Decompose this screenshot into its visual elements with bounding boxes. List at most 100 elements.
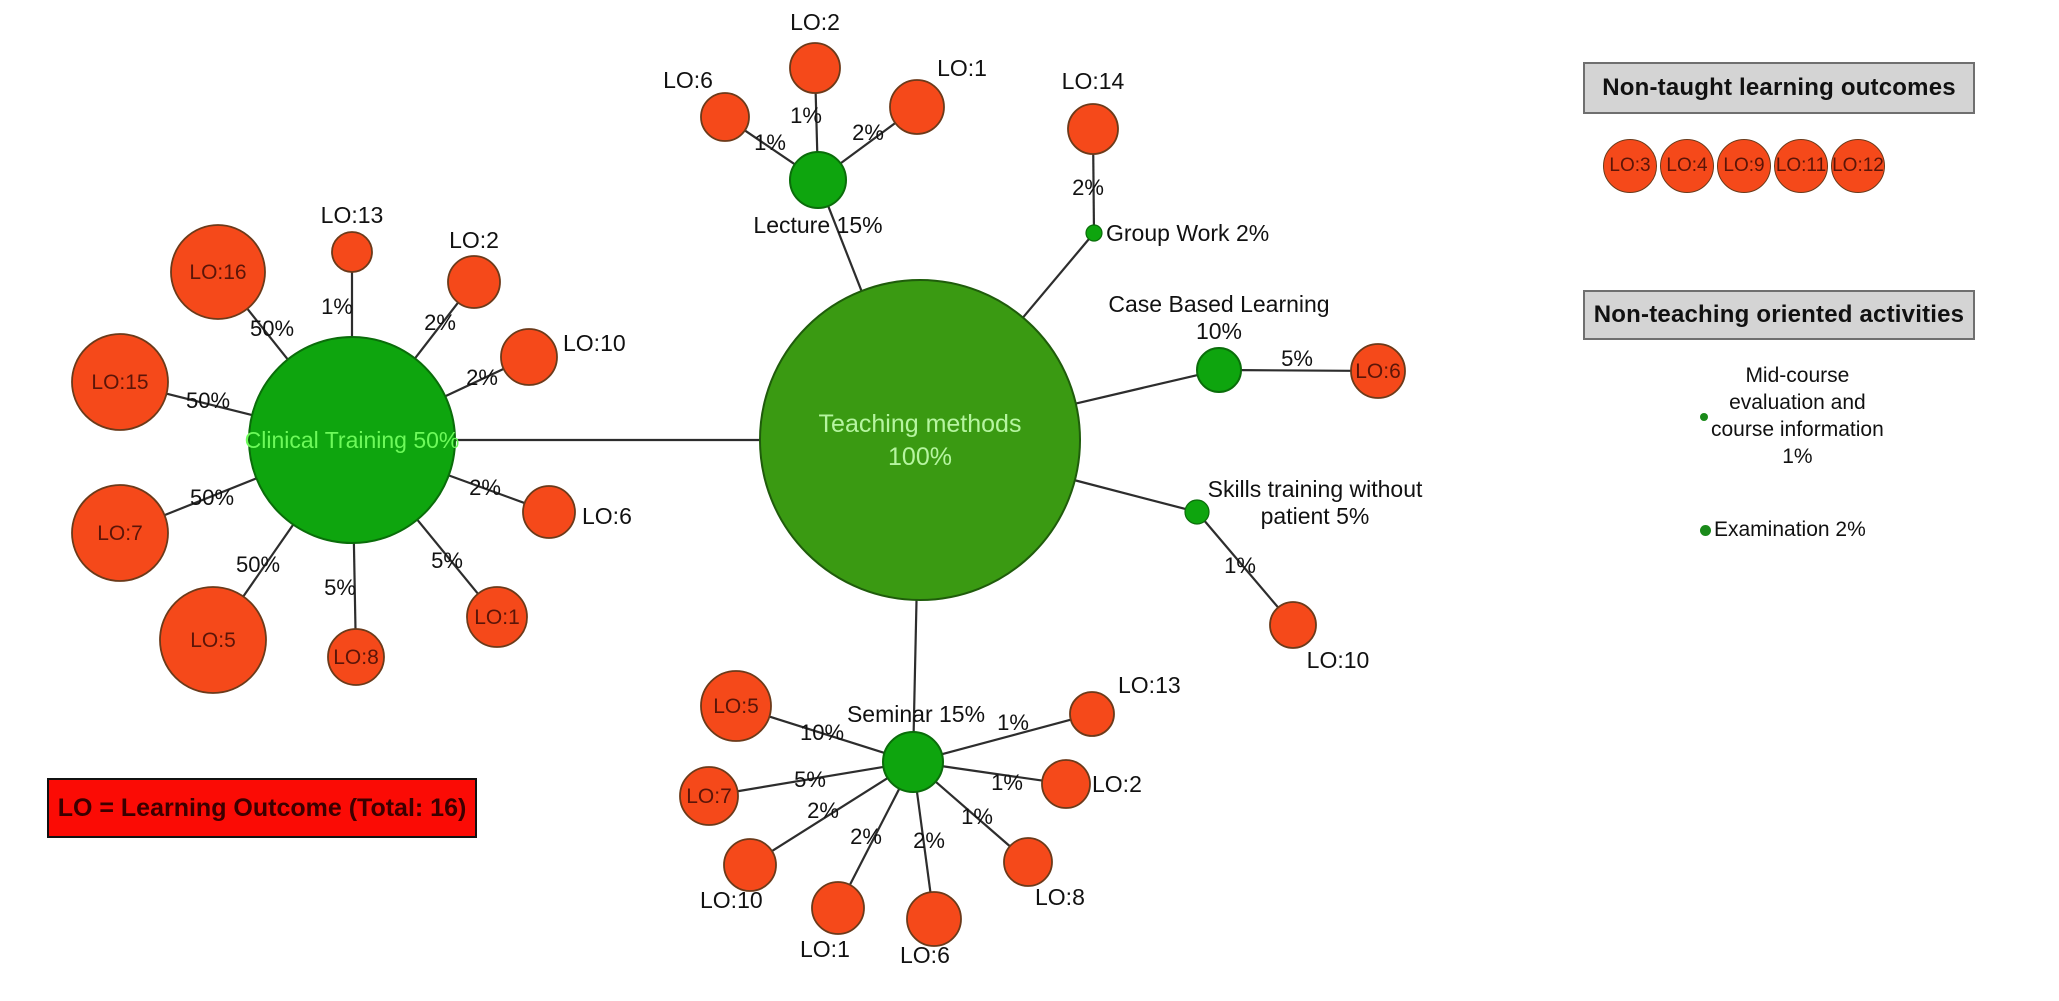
- method-node-label-seminar: Seminar 15%: [847, 701, 985, 727]
- activity-dot-icon: [1700, 524, 1711, 536]
- method-node-lecture[interactable]: [789, 151, 847, 209]
- method-node-groupwork[interactable]: [1085, 224, 1103, 242]
- learning-outcome-node-cl-lo16[interactable]: [170, 224, 266, 320]
- learning-outcome-label-se-lo1: LO:1: [800, 936, 850, 962]
- learning-outcome-label-se-lo8: LO:8: [1035, 884, 1085, 910]
- nodes-layer: [71, 42, 1406, 947]
- learning-outcome-label-le-lo2: LO:2: [790, 9, 840, 35]
- learning-outcome-label-le-lo1: LO:1: [937, 55, 987, 81]
- learning-outcome-label-gw-lo14: LO:14: [1062, 68, 1125, 94]
- edge-percent-label: 2%: [466, 365, 498, 390]
- non-teaching-activity-label: Examination 2%: [1714, 518, 1866, 541]
- method-node-skills[interactable]: [1184, 499, 1210, 525]
- non-teaching-activity-item[interactable]: Mid-course evaluation and course informati…: [1700, 363, 1884, 471]
- edge-percent-label: 2%: [852, 120, 884, 145]
- edge-cbl-to-cb-lo6: [1240, 369, 1352, 372]
- edge-percent-label: 2%: [424, 310, 456, 335]
- edge-percent-label: 1%: [997, 710, 1029, 735]
- method-node-clinical[interactable]: [248, 336, 456, 544]
- learning-outcome-label-cl-lo1: LO:1: [474, 606, 520, 629]
- edge-clinical-to-cl-lo1: [416, 518, 479, 595]
- node-labels-layer: Teaching methods 100% Clinical Training 50…: [91, 9, 1423, 968]
- edge-percent-label: 1%: [961, 804, 993, 829]
- non-taught-lo-circle[interactable]: LO:11: [1774, 139, 1828, 193]
- edge-percent-label: 1%: [790, 103, 822, 128]
- method-node-seminar[interactable]: [882, 731, 944, 793]
- learning-outcome-node-cl-lo5[interactable]: [159, 586, 267, 694]
- learning-outcome-node-cl-lo6[interactable]: [522, 485, 576, 539]
- learning-outcome-node-le-lo1[interactable]: [889, 79, 945, 135]
- learning-outcome-node-gw-lo14[interactable]: [1067, 103, 1119, 155]
- learning-outcome-node-le-lo2[interactable]: [789, 42, 841, 94]
- learning-outcome-node-se-lo1[interactable]: [811, 881, 865, 935]
- edges-layer: [164, 92, 1352, 893]
- edge-clinical-to-cl-lo2: [414, 301, 459, 360]
- non-teaching-activity-item[interactable]: Examination 2%: [1700, 517, 1866, 544]
- learning-outcome-label-cl-lo15: LO:15: [91, 371, 148, 394]
- learning-outcome-label-se-lo7: LO:7: [686, 785, 732, 808]
- non-taught-lo-label: LO:12: [1832, 155, 1884, 176]
- learning-outcome-node-cl-lo13[interactable]: [331, 231, 373, 273]
- edge-teaching-to-lecture: [827, 205, 863, 292]
- learning-outcome-node-se-lo13[interactable]: [1069, 691, 1115, 737]
- edge-percent-label: 5%: [1281, 346, 1313, 371]
- learning-outcome-node-se-lo6[interactable]: [906, 891, 962, 947]
- learning-outcome-label-se-lo6: LO:6: [900, 942, 950, 968]
- learning-outcome-node-cl-lo10[interactable]: [500, 328, 558, 386]
- edge-seminar-to-se-lo2: [942, 765, 1043, 782]
- edge-percent-label: 50%: [190, 485, 234, 510]
- learning-outcome-node-cl-lo7[interactable]: [71, 484, 169, 582]
- edge-percent-label: 5%: [431, 548, 463, 573]
- non-taught-lo-circle[interactable]: LO:4: [1660, 139, 1714, 193]
- learning-outcome-node-le-lo6[interactable]: [700, 92, 750, 142]
- edge-percent-label: 50%: [236, 552, 280, 577]
- learning-outcome-node-cl-lo2[interactable]: [447, 255, 501, 309]
- learning-outcome-node-cb-lo6[interactable]: [1350, 343, 1406, 399]
- method-node-label-teaching: Teaching methods: [819, 410, 1022, 438]
- method-node-label-skills: Skills training without: [1208, 476, 1423, 502]
- edge-labels-layer: 50%50%50%50%5%5%2%2%2%1%1%1%2%2%5%1%10%5…: [186, 103, 1313, 853]
- edge-percent-label: 1%: [321, 294, 353, 319]
- non-taught-lo-label: LO:4: [1666, 155, 1708, 176]
- learning-outcome-label-cl-lo16: LO:16: [189, 261, 246, 284]
- non-taught-lo-circle[interactable]: LO:3: [1603, 139, 1657, 193]
- edge-teaching-to-groupwork: [1022, 238, 1090, 319]
- panel-non-taught-learning-outcomes-title: Non-taught learning outcomes: [1583, 62, 1975, 114]
- edge-percent-label: 2%: [850, 824, 882, 849]
- edge-clinical-to-cl-lo8: [352, 542, 357, 630]
- method-node-teaching[interactable]: [759, 279, 1081, 601]
- learning-outcome-node-se-lo7[interactable]: [679, 766, 739, 826]
- non-taught-lo-label: LO:3: [1609, 155, 1651, 176]
- method-node-label-teaching: 100%: [888, 443, 952, 471]
- learning-outcome-label-cl-lo13: LO:13: [321, 202, 384, 228]
- method-node-cbl[interactable]: [1196, 347, 1242, 393]
- learning-outcome-node-se-lo5[interactable]: [700, 670, 772, 742]
- learning-outcome-label-cl-lo8: LO:8: [333, 646, 379, 669]
- edge-seminar-to-se-lo1: [848, 788, 901, 886]
- method-node-label-skills: patient 5%: [1261, 503, 1370, 529]
- learning-outcome-node-sk-lo10[interactable]: [1269, 601, 1317, 649]
- edge-teaching-to-skills: [1074, 479, 1186, 511]
- edge-percent-label: 1%: [991, 770, 1023, 795]
- edge-lecture-to-le-lo2: [814, 92, 819, 153]
- non-taught-lo-circle[interactable]: LO:12: [1831, 139, 1885, 193]
- learning-outcome-node-cl-lo15[interactable]: [71, 333, 169, 431]
- learning-outcome-node-cl-lo8[interactable]: [327, 628, 385, 686]
- learning-outcome-node-cl-lo1[interactable]: [466, 586, 528, 648]
- learning-outcome-label-se-lo13: LO:13: [1118, 672, 1181, 698]
- non-taught-lo-circle[interactable]: LO:9: [1717, 139, 1771, 193]
- non-taught-lo-label: LO:11: [1775, 155, 1827, 176]
- edge-teaching-to-cbl: [1075, 373, 1198, 405]
- learning-outcome-node-se-lo8[interactable]: [1003, 837, 1053, 887]
- edge-percent-label: 1%: [1224, 553, 1256, 578]
- edge-seminar-to-se-lo5: [769, 715, 885, 754]
- learning-outcome-node-se-lo10[interactable]: [723, 838, 777, 892]
- edge-percent-label: 2%: [1072, 175, 1104, 200]
- edge-seminar-to-se-lo10: [771, 777, 889, 853]
- edge-percent-label: 2%: [913, 828, 945, 853]
- learning-outcome-key-legend: LO = Learning Outcome (Total: 16): [47, 778, 477, 838]
- learning-outcome-node-se-lo2[interactable]: [1041, 759, 1091, 809]
- edge-skills-to-sk-lo10: [1203, 520, 1279, 609]
- learning-outcome-label-cl-lo10: LO:10: [563, 330, 626, 356]
